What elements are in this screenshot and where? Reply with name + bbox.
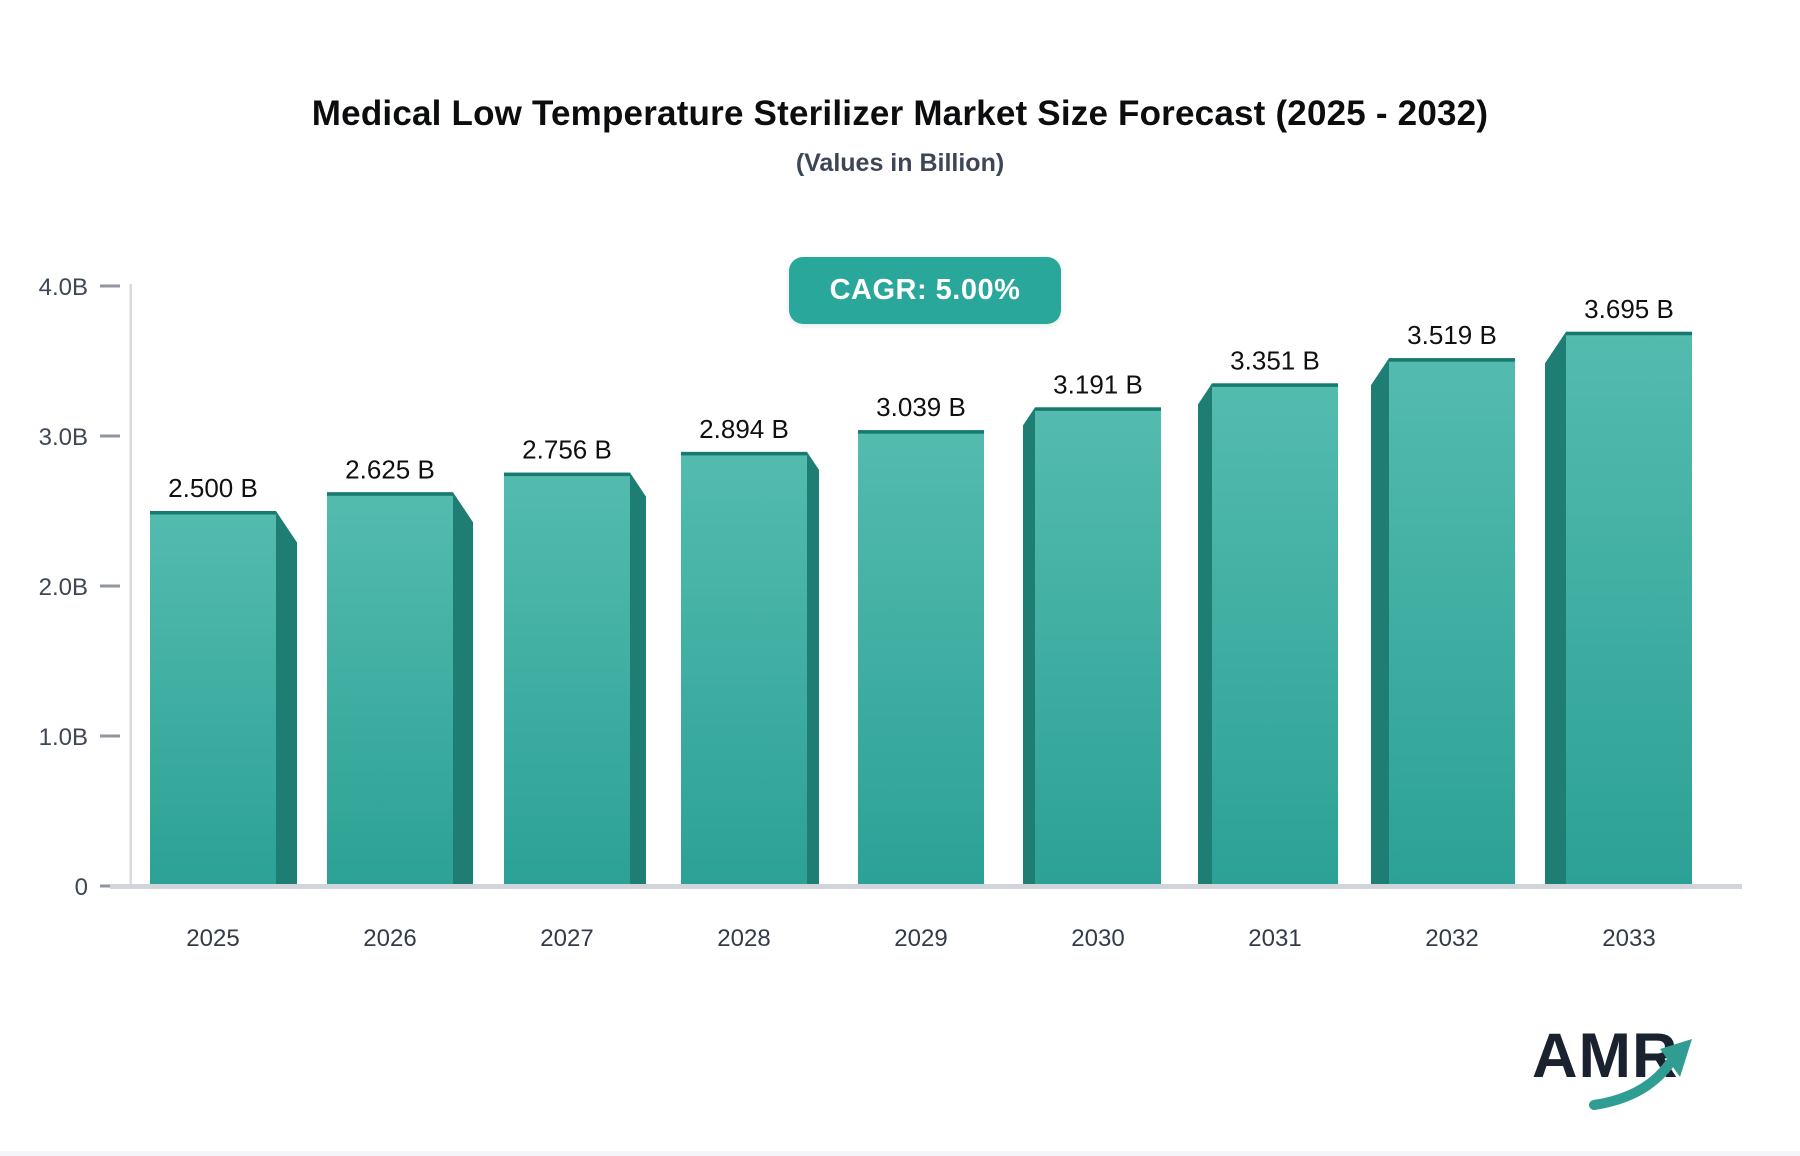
bar-face xyxy=(150,511,276,886)
bar-value-label: 3.695 B xyxy=(1584,294,1674,324)
amr-logo: AMR xyxy=(1532,1025,1732,1125)
y-axis-line xyxy=(129,284,132,888)
bar-face xyxy=(327,492,453,886)
bar-face xyxy=(1566,331,1692,886)
chart-subtitle: (Values in Billion) xyxy=(795,149,1005,177)
bar-top-edge xyxy=(1389,358,1515,362)
bar-top-edge xyxy=(504,472,630,477)
y-tick-label: 2.0B xyxy=(39,574,88,601)
chart-title: Medical Low Temperature Sterilizer Marke… xyxy=(311,94,1489,133)
bar-value-label: 3.351 B xyxy=(1230,345,1320,375)
x-tick-label: 2029 xyxy=(894,925,947,952)
y-tick-label: 4.0B xyxy=(39,274,88,301)
bar-side xyxy=(807,451,819,886)
bar-value-label: 2.500 B xyxy=(168,473,258,503)
cagr-badge-label: CAGR: 5.00% xyxy=(829,274,1021,306)
bar-top-edge xyxy=(327,492,453,496)
y-tick-label: 3.0B xyxy=(39,424,88,451)
bar-face xyxy=(1035,407,1161,886)
bar-face xyxy=(504,472,630,886)
x-tick-label: 2030 xyxy=(1071,925,1124,952)
bar-value-label: 2.894 B xyxy=(699,414,789,444)
bar-value-label: 3.519 B xyxy=(1407,320,1497,350)
bar-side xyxy=(453,492,473,886)
bar-side xyxy=(276,511,297,886)
bar-side xyxy=(1198,383,1212,886)
y-tick-label: 1.0B xyxy=(39,724,88,751)
cagr-badge: CAGR: 5.00% xyxy=(789,257,1061,324)
x-axis-line xyxy=(110,884,1742,889)
x-tick-label: 2028 xyxy=(717,925,770,952)
bar-value-label: 3.191 B xyxy=(1053,369,1143,399)
x-tick-label: 2032 xyxy=(1425,925,1478,952)
bar-value-label: 3.039 B xyxy=(876,392,966,422)
bar-top-edge xyxy=(681,451,807,456)
bar-top-edge xyxy=(1212,383,1338,387)
bar-face xyxy=(858,430,984,886)
page-bottom-edge xyxy=(0,1151,1800,1156)
x-tick-label: 2033 xyxy=(1602,925,1655,952)
bar-top-edge xyxy=(858,430,984,434)
bar-side xyxy=(630,472,646,886)
bar-side xyxy=(1023,407,1035,886)
bar-face xyxy=(1389,358,1515,886)
y-tick-label: 0 xyxy=(75,874,88,901)
x-tick-label: 2027 xyxy=(540,925,593,952)
bar-top-edge xyxy=(1035,407,1161,411)
bar-face xyxy=(681,451,807,886)
x-tick-label: 2025 xyxy=(186,925,239,952)
bar-value-label: 2.625 B xyxy=(345,454,435,484)
bar-face xyxy=(1212,383,1338,886)
x-tick-label: 2026 xyxy=(363,925,416,952)
bar-side xyxy=(1371,358,1389,886)
bar-value-label: 2.756 B xyxy=(522,435,612,465)
bar-top-edge xyxy=(150,511,276,515)
x-tick-label: 2031 xyxy=(1248,925,1301,952)
bar-top-edge xyxy=(1566,331,1692,336)
logo-arrow-icon xyxy=(1589,1039,1692,1110)
bar-side xyxy=(1545,331,1566,886)
